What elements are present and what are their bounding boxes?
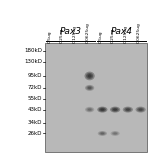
Ellipse shape xyxy=(126,108,130,111)
Text: 95kD: 95kD xyxy=(27,73,42,78)
Ellipse shape xyxy=(112,108,119,112)
Text: 0.0625ug: 0.0625ug xyxy=(86,22,90,43)
Ellipse shape xyxy=(88,74,92,78)
Ellipse shape xyxy=(99,132,106,135)
Ellipse shape xyxy=(85,85,94,91)
Text: 0.5ug: 0.5ug xyxy=(98,30,102,43)
Text: 0.0625ug: 0.0625ug xyxy=(137,22,141,43)
Ellipse shape xyxy=(113,108,117,111)
Ellipse shape xyxy=(97,107,107,113)
Text: 26kD: 26kD xyxy=(27,131,42,136)
Ellipse shape xyxy=(113,133,117,134)
Ellipse shape xyxy=(110,107,120,113)
Text: 43kD: 43kD xyxy=(27,107,42,112)
Ellipse shape xyxy=(112,132,118,135)
Ellipse shape xyxy=(137,108,144,112)
Ellipse shape xyxy=(85,72,95,80)
Text: 55kD: 55kD xyxy=(27,96,42,101)
Ellipse shape xyxy=(88,108,92,111)
Text: 34kD: 34kD xyxy=(27,120,42,125)
Ellipse shape xyxy=(100,108,104,111)
Text: 0.125ug: 0.125ug xyxy=(124,24,128,43)
Ellipse shape xyxy=(111,131,120,136)
Bar xyxy=(45,43,147,152)
Text: 180kD: 180kD xyxy=(24,49,42,53)
Text: 0.125ug: 0.125ug xyxy=(73,24,77,43)
Text: 0.25ug: 0.25ug xyxy=(111,27,115,43)
Text: Pax4: Pax4 xyxy=(111,27,132,36)
Ellipse shape xyxy=(86,73,93,79)
Text: 72kD: 72kD xyxy=(27,85,42,90)
Ellipse shape xyxy=(88,87,92,89)
Ellipse shape xyxy=(86,108,93,111)
Text: 0.5ug: 0.5ug xyxy=(47,30,51,43)
Text: 130kD: 130kD xyxy=(24,59,42,64)
Ellipse shape xyxy=(124,108,131,112)
Ellipse shape xyxy=(99,108,106,112)
Ellipse shape xyxy=(85,107,94,112)
Text: 0.25ug: 0.25ug xyxy=(60,27,64,43)
Ellipse shape xyxy=(136,107,146,113)
Text: Pax3: Pax3 xyxy=(60,27,81,36)
Ellipse shape xyxy=(123,107,133,113)
Ellipse shape xyxy=(98,131,107,136)
Ellipse shape xyxy=(139,108,143,111)
Ellipse shape xyxy=(100,133,104,134)
Ellipse shape xyxy=(86,86,93,90)
